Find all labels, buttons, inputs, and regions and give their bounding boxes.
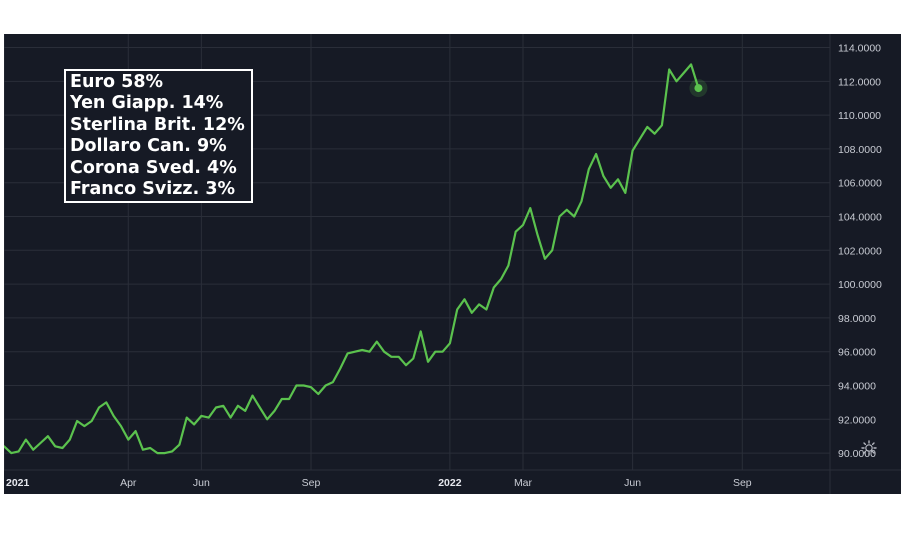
y-tick-label: 92.0000 bbox=[838, 414, 876, 426]
legend-item-yen: Yen Giapp. 14% bbox=[70, 93, 224, 114]
y-tick-label: 100.0000 bbox=[838, 279, 882, 291]
legend-item-chf: Franco Svizz. 3% bbox=[70, 179, 236, 200]
x-tick-label: Mar bbox=[514, 477, 533, 489]
chart-frame: 114.0000 112.0000 110.0000 108.0000 106.0000… bbox=[4, 34, 901, 494]
x-tick-label: Jun bbox=[624, 477, 641, 489]
x-tick-label: Apr bbox=[120, 477, 137, 489]
legend-item-euro: Euro 58% bbox=[70, 72, 164, 92]
y-tick-label: 94.0000 bbox=[838, 381, 876, 393]
y-tick-label: 108.0000 bbox=[838, 144, 882, 156]
y-tick-label: 112.0000 bbox=[838, 76, 881, 88]
y-tick-label: 90.0000 bbox=[838, 448, 876, 460]
y-tick-label: 110.0000 bbox=[838, 110, 881, 122]
x-tick-label: Jun bbox=[193, 477, 210, 489]
y-tick-label: 104.0000 bbox=[838, 212, 882, 224]
x-tick-label: Sep bbox=[302, 477, 321, 489]
y-tick-label: 114.0000 bbox=[838, 43, 881, 55]
last-point-marker bbox=[694, 84, 703, 93]
y-tick-label: 102.0000 bbox=[838, 245, 882, 257]
x-tick-label: 2021 bbox=[6, 477, 30, 489]
series-line bbox=[4, 63, 700, 455]
x-tick-label: 2022 bbox=[438, 477, 462, 489]
x-tick-label: Sep bbox=[733, 477, 752, 489]
legend-item-sek: Corona Sved. 4% bbox=[70, 157, 237, 178]
y-tick-label: 106.0000 bbox=[838, 178, 882, 190]
currency-weights-legend: Euro 58% Yen Giapp. 14% Sterlina Brit. 1… bbox=[64, 69, 253, 204]
legend-item-cad: Dollaro Can. 9% bbox=[70, 136, 227, 157]
gear-icon[interactable] bbox=[861, 440, 877, 456]
y-tick-label: 96.0000 bbox=[838, 347, 876, 359]
y-tick-label: 98.0000 bbox=[838, 313, 876, 325]
legend-item-sterling: Sterlina Brit. 12% bbox=[70, 114, 245, 135]
